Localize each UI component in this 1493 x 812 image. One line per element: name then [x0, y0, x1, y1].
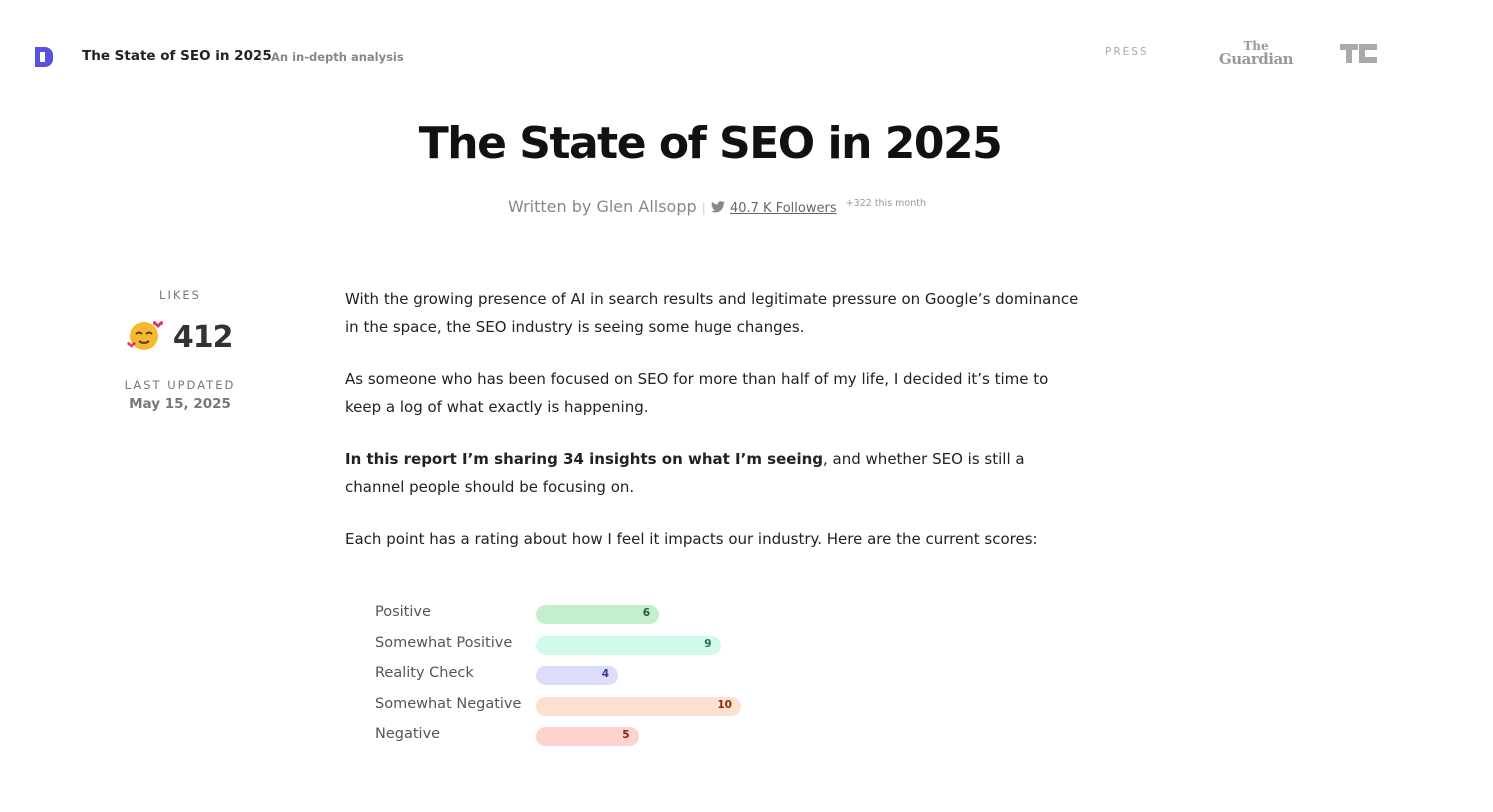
- likes[interactable]: 412: [100, 318, 260, 355]
- separator: |: [259, 50, 263, 63]
- bar: 9: [536, 635, 721, 655]
- byline: Written by Glen Allsopp | 40.7 K Followe…: [508, 197, 926, 216]
- paragraph: In this report I’m sharing 34 insights o…: [345, 445, 1085, 501]
- updated-date: May 15, 2025: [129, 396, 231, 412]
- bar-label: Somewhat Positive: [375, 634, 513, 651]
- twitter-icon: [710, 201, 725, 213]
- techcrunch-logo[interactable]: [1340, 44, 1377, 63]
- followers-link[interactable]: 40.7 K Followers: [729, 201, 837, 216]
- bar: 6: [536, 605, 659, 624]
- bold-text: In this report I’m sharing 34 insights o…: [345, 450, 824, 468]
- value-label: 10: [717, 698, 732, 711]
- press-label: PRESS: [1105, 46, 1149, 58]
- logo-line: Guardian: [1218, 50, 1294, 68]
- bar-label: Positive: [375, 604, 431, 620]
- updated-label: LAST UPDATED: [124, 378, 236, 392]
- score-chart: Positive 6 Somewhat Positive 9 Reality Check…: [375, 600, 875, 760]
- site-subtitle: An in-depth analysis: [271, 50, 404, 64]
- value-label: 6: [642, 607, 650, 619]
- likes-label: LIKES: [159, 288, 201, 302]
- paragraph: As someone who has been focused on SEO f…: [345, 370, 1049, 416]
- likes-count: 412: [172, 320, 234, 355]
- bar: 4: [536, 666, 618, 685]
- logo-line: The: [1243, 39, 1269, 53]
- paragraph: Each point has a rating about how I feel…: [345, 530, 1038, 548]
- followers-change: +322 this month: [845, 197, 927, 209]
- value-label: 9: [704, 637, 712, 650]
- separator: |: [701, 201, 706, 215]
- value-label: 5: [622, 729, 630, 741]
- bar: 5: [536, 727, 639, 746]
- bar: 10: [536, 696, 741, 716]
- site-logo[interactable]: [34, 46, 54, 68]
- bar-label: Somewhat Negative: [375, 695, 522, 712]
- site-title[interactable]: The State of SEO in 2025: [82, 48, 272, 64]
- article-title: The State of SEO in 2025: [418, 118, 1003, 169]
- value-label: 4: [601, 668, 609, 680]
- bar-label: Negative: [375, 726, 441, 742]
- bar-label: Reality Check: [375, 665, 474, 681]
- emoji-icon: [127, 321, 164, 350]
- text: , and whether SEO is still a channel peo…: [345, 450, 1025, 496]
- author: Written by Glen Allsopp: [508, 197, 697, 216]
- press-logo[interactable]: The Guardian: [1218, 39, 1294, 68]
- paragraph: With the growing presence of AI in searc…: [345, 290, 1079, 336]
